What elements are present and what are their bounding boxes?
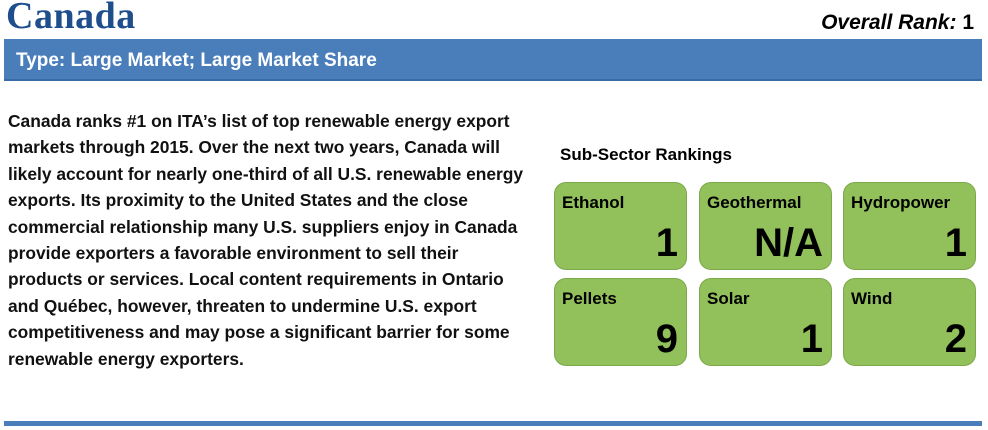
sub-sector-tile-solar: Solar 1 — [699, 278, 832, 366]
sub-sector-name: Pellets — [562, 289, 617, 308]
sub-sector-name: Hydropower — [851, 193, 951, 212]
overall-rank-label: Overall Rank: — [821, 11, 957, 34]
sub-sector-tile-geothermal: Geothermal N/A — [699, 182, 832, 270]
sub-sector-rank: 1 — [655, 221, 678, 265]
sub-sector-name: Geothermal — [707, 193, 802, 212]
sub-sector-title: Sub-Sector Rankings — [560, 145, 732, 164]
sub-sector-rank: 1 — [800, 317, 823, 361]
sub-sector-tile-ethanol: Ethanol 1 — [554, 182, 687, 270]
sub-sector-rank: 1 — [944, 221, 967, 265]
sub-sector-name: Wind — [851, 289, 893, 308]
market-type-bar: Type: Large Market; Large Market Share — [4, 39, 982, 81]
overall-rank-value: 1 — [962, 11, 974, 34]
sub-sector-tile-wind: Wind 2 — [843, 278, 976, 366]
country-title: Canada — [6, 0, 136, 37]
sub-sector-tile-pellets: Pellets 9 — [554, 278, 687, 366]
sub-sector-name: Solar — [707, 289, 750, 308]
sub-sector-tile-hydropower: Hydropower 1 — [843, 182, 976, 270]
sub-sector-rank: 9 — [655, 317, 678, 361]
bottom-divider — [4, 421, 982, 426]
sub-sector-rank: N/A — [754, 221, 823, 265]
sub-sector-name: Ethanol — [562, 193, 625, 212]
overall-rank: Overall Rank: 1 — [821, 11, 974, 35]
market-description: Canada ranks #1 on ITA’s list of top ren… — [8, 111, 524, 369]
sub-sector-grid: Ethanol 1 Geothermal N/A Hydropower 1 Pe… — [554, 182, 976, 368]
sub-sector-rank: 2 — [944, 317, 967, 361]
